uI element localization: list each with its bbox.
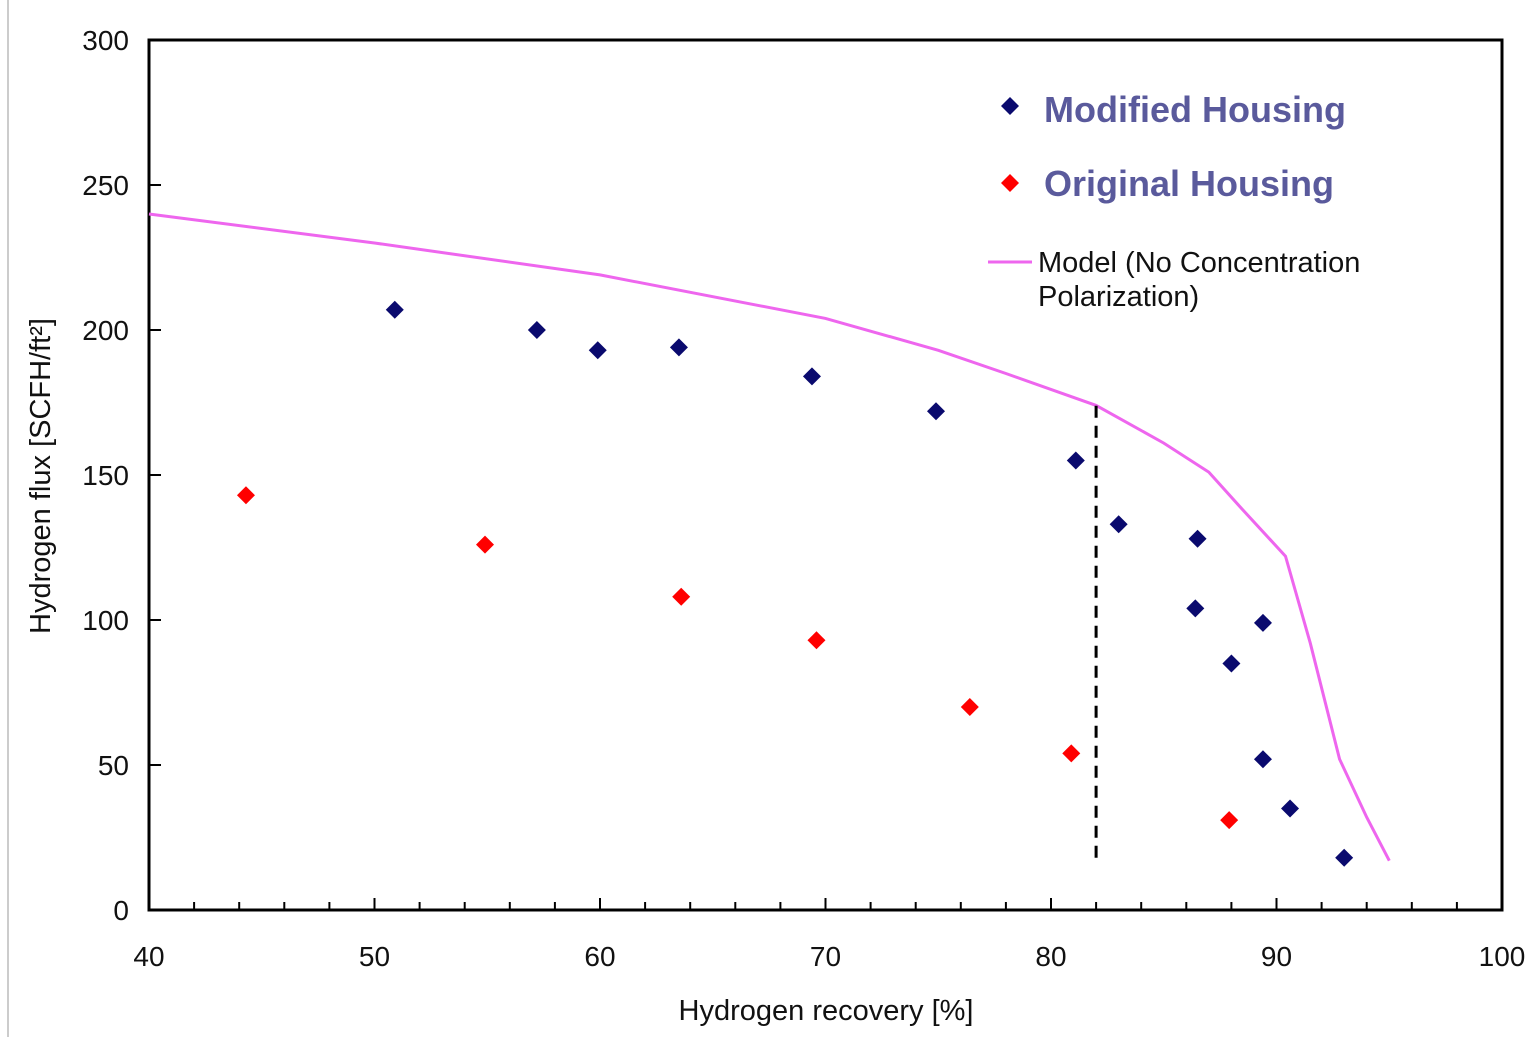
data-point-modified [527, 321, 546, 339]
data-point-original [960, 698, 979, 716]
x-tick-label: 40 [133, 941, 164, 972]
legend: Modified Housing Original Housing Model … [988, 89, 1360, 313]
data-point-modified [1253, 613, 1272, 632]
legend-marker-modified [1001, 97, 1019, 115]
data-point-modified [926, 402, 945, 421]
data-point-original [1062, 744, 1081, 763]
legend-label-original: Original Housing [1044, 163, 1334, 204]
data-point-modified [588, 341, 607, 360]
x-tick-label: 80 [1035, 941, 1066, 972]
series-line-model [148, 212, 1391, 862]
data-point-modified [669, 338, 688, 357]
data-point-original [236, 486, 255, 505]
y-tick-label: 150 [82, 460, 129, 491]
data-point-modified [1222, 654, 1241, 673]
x-tick-label: 90 [1261, 941, 1292, 972]
data-point-modified [1186, 599, 1205, 618]
data-point-modified [1281, 799, 1300, 818]
data-point-original [475, 535, 494, 554]
data-point-modified [1335, 848, 1354, 867]
legend-label-model-line1: Model (No Concentration [1038, 247, 1360, 279]
y-tick-label: 50 [98, 750, 129, 781]
x-tick-label: 70 [810, 941, 841, 972]
data-point-original [807, 631, 826, 650]
y-tick-label: 300 [82, 25, 129, 56]
x-tick-label: 50 [359, 941, 390, 972]
data-point-modified [1109, 515, 1128, 534]
x-axis-title: Hydrogen recovery [%] [679, 995, 974, 1027]
data-point-modified [1188, 529, 1207, 548]
data-point-original [1220, 811, 1239, 830]
plot-area: 40 50 60 70 80 90 100 0 50 100 150 200 250 300 [82, 25, 1525, 972]
data-point-modified [802, 367, 821, 386]
legend-label-modified: Modified Housing [1044, 89, 1346, 130]
y-tick-label: 100 [82, 605, 129, 636]
y-tick-label: 250 [82, 170, 129, 201]
legend-label-model-line2: Polarization) [1038, 281, 1199, 313]
legend-marker-original [1001, 174, 1019, 192]
data-point-modified [1066, 451, 1085, 470]
data-point-modified [1253, 750, 1272, 769]
y-tick-label: 200 [82, 315, 129, 346]
y-axis-title: Hydrogen flux [SCFH/ft²] [25, 318, 57, 634]
data-point-original [672, 587, 691, 606]
x-tick-label: 60 [584, 941, 615, 972]
x-tick-label: 100 [1479, 941, 1526, 972]
y-tick-label: 0 [113, 895, 129, 926]
data-point-modified [385, 300, 404, 319]
